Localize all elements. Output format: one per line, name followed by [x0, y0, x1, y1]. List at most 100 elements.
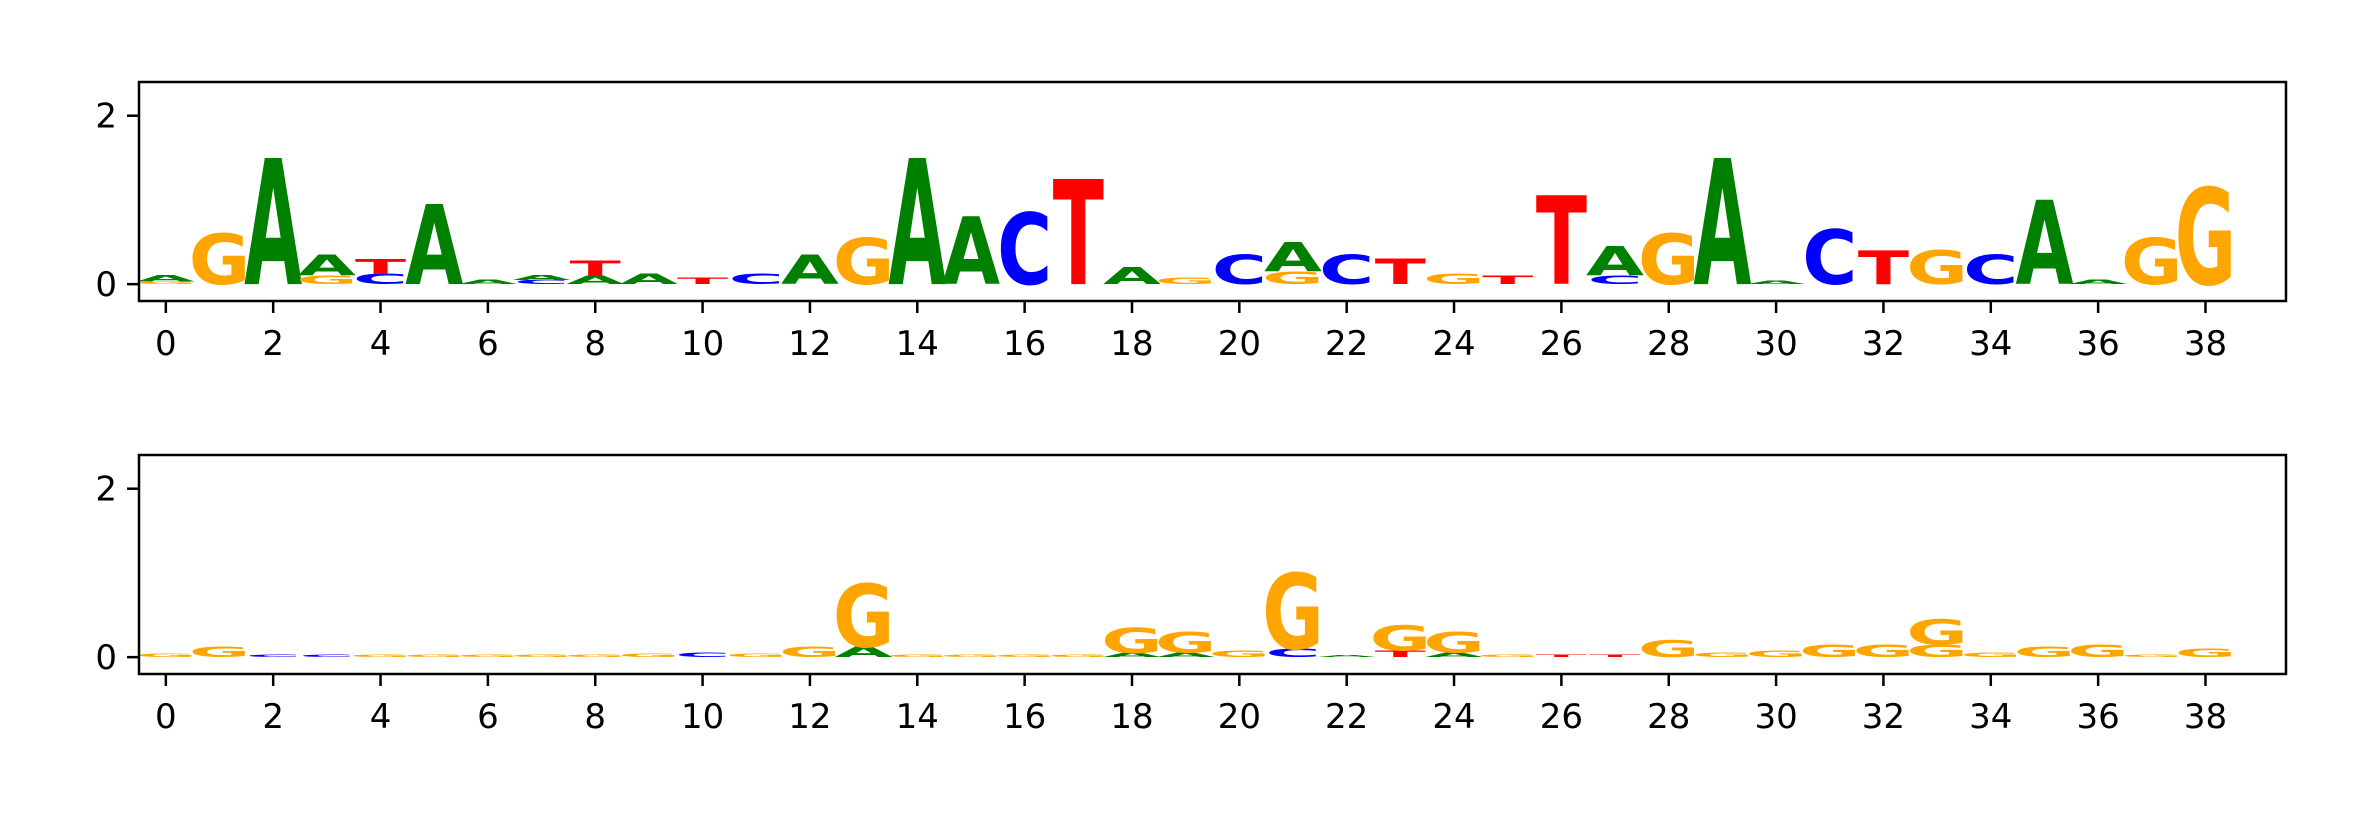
logo-letter-a: A	[1318, 655, 1376, 658]
logo-letter-c: C	[729, 271, 784, 287]
logo-letter-c: C	[299, 654, 354, 658]
x-tick-label: 26	[1540, 697, 1583, 737]
logo-letter-g: G	[1209, 649, 1271, 660]
logo-letter-t: T	[1858, 241, 1910, 295]
logo-letter-c: C	[1212, 247, 1267, 294]
x-tick-label: 4	[370, 697, 392, 737]
x-tick-label: 10	[681, 697, 724, 737]
x-tick-label: 22	[1325, 697, 1368, 737]
logo-letter-a: A	[566, 273, 625, 287]
logo-letter-a: A	[1747, 280, 1805, 285]
logo-letter-g: G	[725, 653, 787, 658]
y-tick-label: 0	[95, 638, 117, 678]
logo-letter-a: A	[888, 125, 946, 326]
x-tick-label: 6	[477, 697, 499, 737]
logo-letter-t: T	[1536, 654, 1587, 658]
axes-frame	[137, 80, 2288, 303]
logo-letter-t: T	[355, 255, 407, 279]
logo-letter-g: G	[1638, 636, 1700, 663]
x-tick-label: 24	[1432, 697, 1475, 737]
logo-letter-t: T	[1536, 171, 1587, 313]
logo-letter-g: G	[779, 644, 841, 660]
logo-letter-t: T	[1053, 151, 1104, 319]
logo-letter-g: G	[189, 644, 251, 660]
logo-letter-g: G	[1155, 276, 1217, 287]
logo-letter-c: C	[1266, 646, 1321, 660]
logo-letter-g: G	[135, 281, 197, 285]
logo-letter-c: C	[1802, 214, 1857, 302]
logo-letter-a: A	[137, 273, 196, 284]
logo-letter-g: G	[1262, 268, 1324, 288]
logo-letter-g: G	[1906, 641, 1968, 661]
x-tick-label: 12	[788, 324, 831, 364]
logo-letter-g: G	[1423, 271, 1485, 287]
x-tick-label: 34	[1969, 697, 2012, 737]
logo-letter-c: C	[997, 193, 1052, 308]
logo-letter-g: G	[511, 654, 573, 658]
logo-letter-a: A	[620, 271, 678, 287]
x-tick-label: 16	[1003, 697, 1046, 737]
x-tick-label: 18	[1110, 697, 1153, 737]
x-tick-label: 30	[1754, 697, 1797, 737]
x-tick-label: 2	[262, 324, 284, 364]
x-tick-label: 8	[584, 697, 606, 737]
logo-letter-g: G	[189, 221, 251, 302]
logo-letter-a: A	[781, 247, 840, 294]
logo-letter-g: G	[2067, 641, 2129, 661]
logo-letter-t: T	[677, 276, 729, 287]
logo-letter-g: G	[1853, 641, 1915, 661]
x-tick-label: 26	[1540, 324, 1583, 364]
x-tick-label: 0	[155, 697, 177, 737]
logo-letter-g: G	[833, 568, 895, 668]
logo-letter-g: G	[2175, 162, 2237, 316]
logo-letter-g: G	[1370, 618, 1432, 658]
x-tick-label: 28	[1647, 697, 1690, 737]
logo-letter-g: G	[887, 654, 949, 658]
x-tick-label: 32	[1862, 697, 1905, 737]
x-tick-label: 20	[1218, 324, 1261, 364]
logo-letter-g: G	[1906, 241, 1968, 295]
logo-letter-a: A	[1103, 652, 1161, 659]
logo-letter-c: C	[353, 271, 408, 287]
logo-letter-t: T	[1375, 649, 1427, 660]
x-tick-label: 6	[477, 324, 499, 364]
x-tick-label: 16	[1003, 324, 1046, 364]
logo-letter-g: G	[1799, 641, 1861, 661]
x-tick-label: 4	[370, 324, 392, 364]
logo-letter-g: G	[2121, 654, 2183, 658]
logo-letter-g: G	[833, 227, 895, 300]
logo-letter-g: G	[2121, 227, 2183, 300]
logo-letter-t: T	[1375, 252, 1426, 292]
logo-letter-g: G	[1960, 652, 2022, 659]
logo-letter-c: C	[1319, 247, 1374, 294]
logo-letter-a: A	[942, 199, 1000, 307]
logo-letter-a: A	[2015, 177, 2073, 311]
x-tick-label: 28	[1647, 324, 1690, 364]
logo-letter-c: C	[246, 654, 301, 658]
x-tick-label: 34	[1969, 324, 2012, 364]
logo-letter-c: C	[675, 652, 730, 659]
logo-letter-a: A	[1693, 125, 1751, 326]
logo-letter-g: G	[940, 654, 1002, 658]
logo-letter-g: G	[994, 654, 1056, 658]
logo-letter-a: A	[405, 184, 463, 311]
logo-letter-a: A	[2069, 279, 2127, 286]
x-tick-label: 10	[681, 324, 724, 364]
y-tick-label: 2	[95, 97, 117, 137]
x-tick-label: 18	[1110, 324, 1153, 364]
logo-letter-g: G	[1692, 652, 1754, 659]
x-tick-label: 8	[584, 324, 606, 364]
x-tick-label: 14	[896, 697, 939, 737]
logo-letter-a: A	[513, 274, 571, 282]
x-tick-label: 20	[1218, 697, 1261, 737]
logo-letter-c: C	[1588, 273, 1643, 287]
logo-letter-g: G	[457, 654, 519, 658]
logo-letter-g: G	[403, 654, 465, 658]
x-tick-label: 12	[788, 697, 831, 737]
logo-letter-a: A	[1264, 235, 1323, 282]
logo-letter-g: G	[1638, 221, 1700, 302]
x-tick-label: 38	[2184, 324, 2227, 364]
logo-letter-g: G	[296, 273, 358, 287]
